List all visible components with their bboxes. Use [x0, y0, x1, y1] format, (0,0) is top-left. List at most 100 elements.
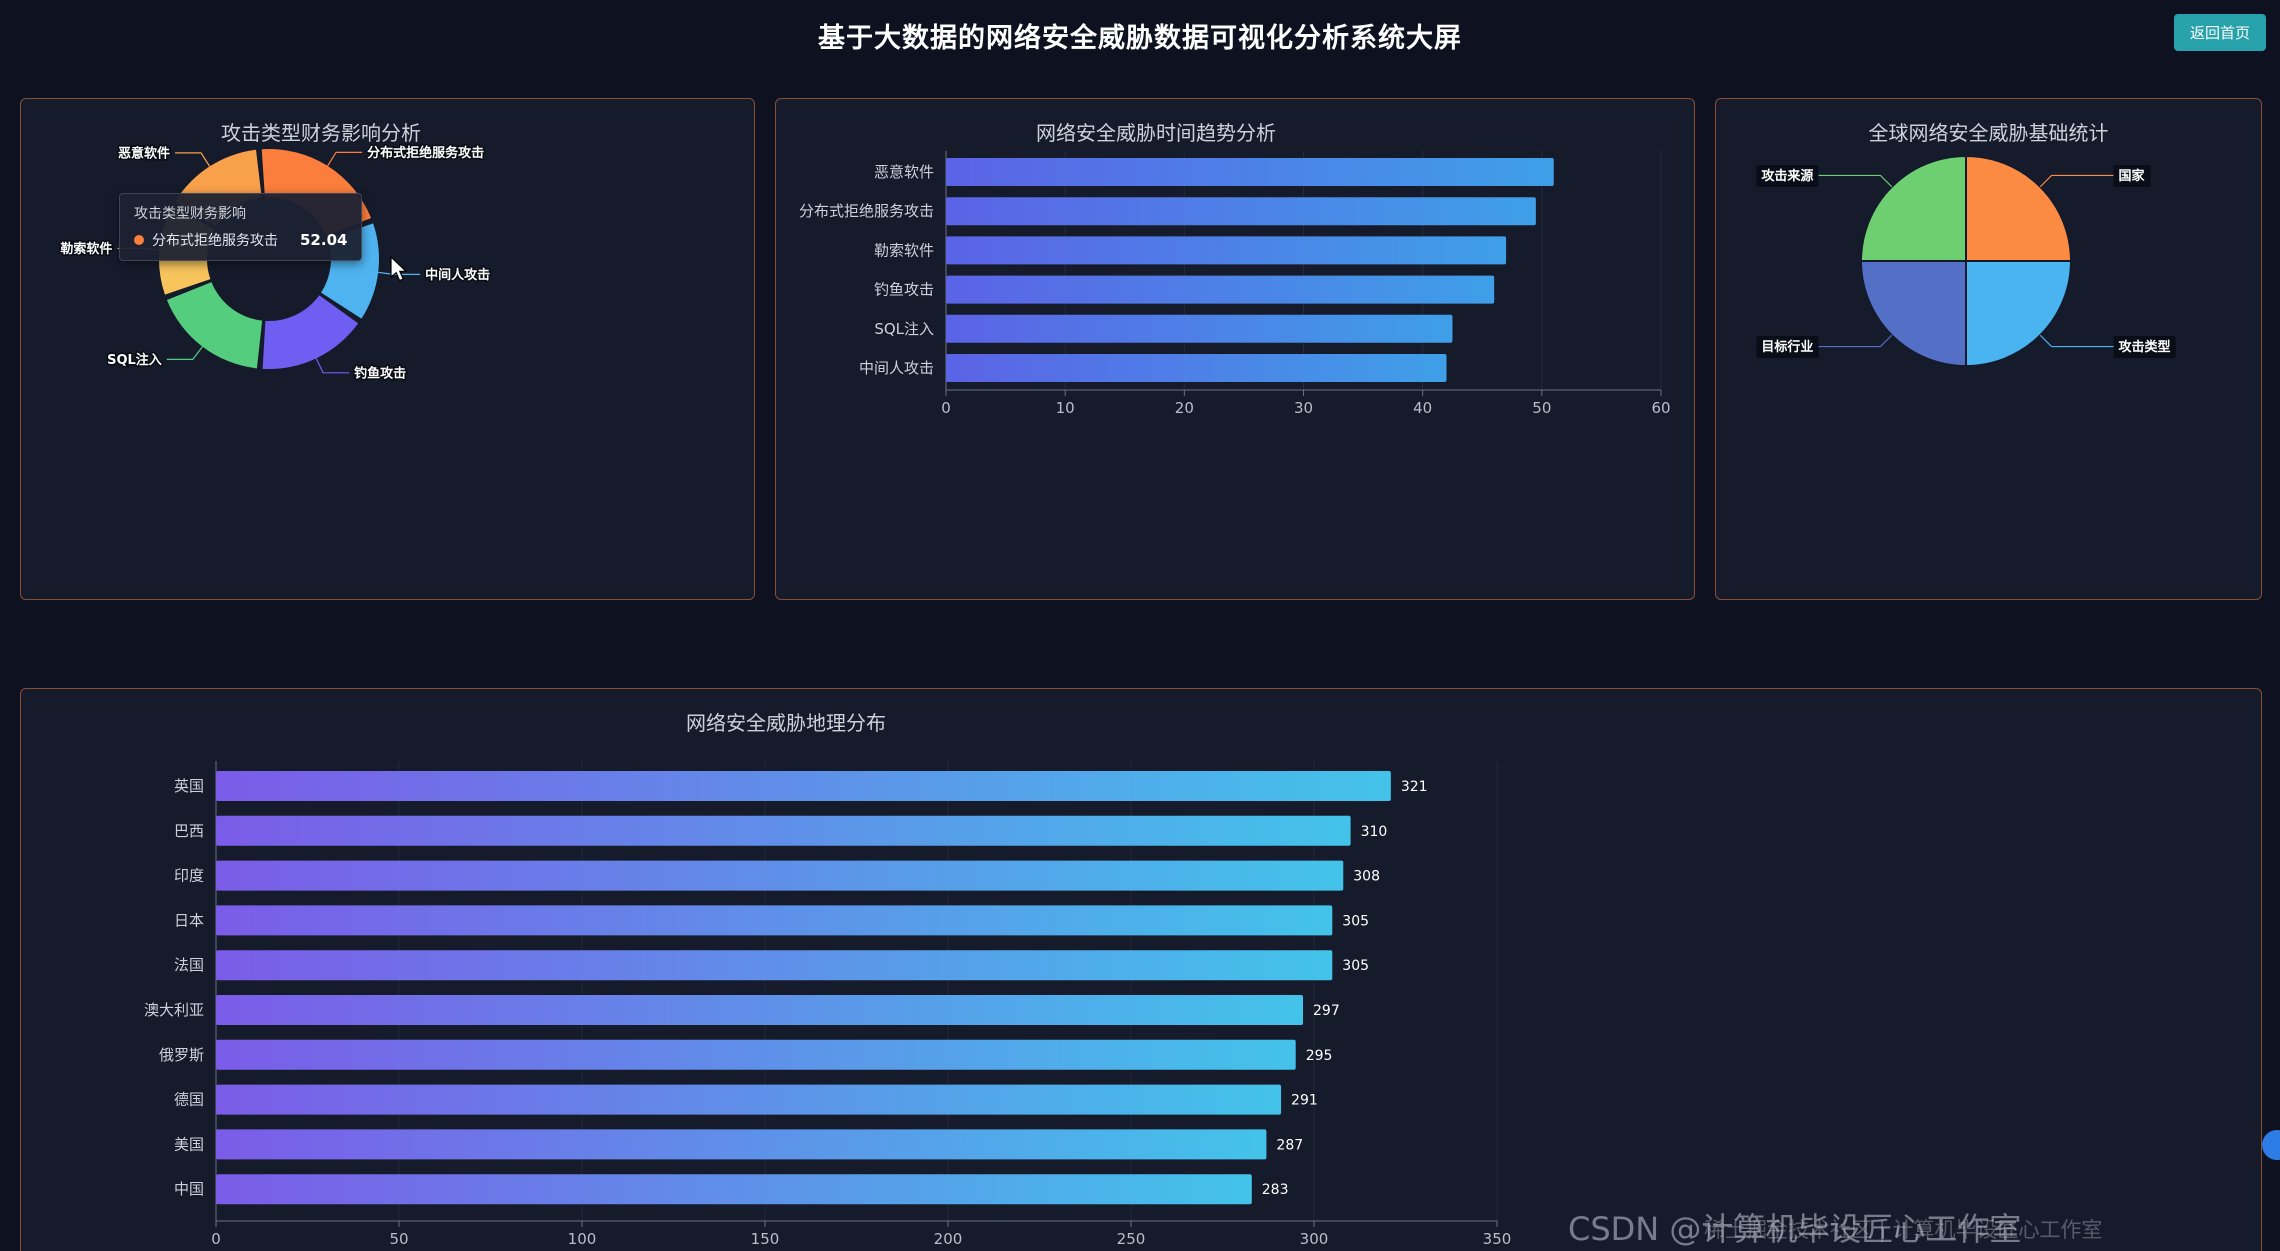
category-label: 法国	[174, 956, 204, 974]
axis-tick-label: 250	[1117, 1230, 1146, 1248]
slice-攻击来源[interactable]	[1859, 154, 1967, 262]
label-connector	[166, 346, 203, 360]
panel-global-basic-stats: 全球网络安全威胁基础统计 国家攻击类型 目标行业 攻击来源	[1715, 98, 2262, 600]
pie-label: 钓鱼攻击	[354, 365, 406, 381]
bar-俄罗斯[interactable]	[216, 1039, 1296, 1070]
bar-value-label: 305	[1342, 958, 1369, 974]
bar-中间人攻击[interactable]	[946, 354, 1447, 382]
back-home-button[interactable]: 返回首页	[2173, 14, 2266, 51]
category-label: 美国	[174, 1135, 204, 1153]
axis-tick-label: 200	[934, 1230, 963, 1248]
bar-value-label: 305	[1342, 913, 1369, 929]
pie-label: 中间人攻击	[425, 267, 490, 283]
bar-分布式拒绝服务攻击[interactable]	[946, 197, 1536, 226]
bar-英国[interactable]	[216, 771, 1391, 801]
panel-title-geo: 网络安全威胁地理分布	[686, 711, 886, 735]
category-label: 中间人攻击	[859, 359, 934, 377]
page-title: 基于大数据的网络安全威胁数据可视化分析系统大屏	[818, 23, 1462, 54]
bar-value-label: 287	[1276, 1137, 1303, 1153]
bar-value-label: 321	[1401, 779, 1428, 795]
bar-中国[interactable]	[216, 1174, 1252, 1205]
slice-攻击类型[interactable]	[1965, 260, 2073, 368]
pie-label: 国家	[2119, 168, 2146, 184]
bar-澳大利亚[interactable]	[216, 995, 1304, 1025]
axis-tick-label: 150	[751, 1230, 780, 1248]
bar-value-label: 308	[1353, 869, 1380, 885]
tooltip-series-name: 分布式拒绝服务攻击	[152, 233, 278, 249]
category-label: 英国	[174, 777, 204, 795]
axis-tick-label: 50	[389, 1230, 408, 1248]
panel-title-global: 全球网络安全威胁基础统计	[1868, 121, 2109, 145]
bar-钓鱼攻击[interactable]	[946, 275, 1495, 304]
category-label: 勒索软件	[874, 241, 934, 259]
pie-label: 攻击类型	[2119, 339, 2171, 355]
label-connector	[2039, 334, 2114, 348]
label-connector	[315, 358, 350, 374]
pie-label: 分布式拒绝服务攻击	[367, 145, 484, 161]
category-label: 澳大利亚	[144, 1001, 204, 1019]
axis-tick-label: 100	[568, 1230, 597, 1248]
slice-SQL注入[interactable]	[166, 282, 263, 369]
bar-value-label: 291	[1291, 1093, 1318, 1109]
axis-tick-label: 60	[1651, 399, 1670, 417]
pie-label: SQL注入	[107, 352, 162, 368]
geo-bar-chart[interactable]: 0 50 100 150 200 250 300 350 英国 321 巴西 310 印度 308 日本 30…	[21, 689, 2261, 1251]
category-label: 钓鱼攻击	[874, 281, 934, 299]
panel-attack-financial-impact: 攻击类型财务影响分析 恶意软件 分布式拒绝服务攻击 中间人攻击 钓鱼攻击 SQL注入 勒索…	[20, 98, 755, 600]
category-label: 巴西	[174, 822, 204, 840]
category-label: 印度	[174, 867, 204, 885]
category-label: SQL注入	[874, 320, 934, 338]
bar-value-label: 310	[1361, 824, 1388, 840]
axis-tick-label: 40	[1413, 399, 1432, 417]
label-connector	[1818, 334, 1893, 348]
slice-目标行业[interactable]	[1859, 260, 1967, 368]
axis-tick-label: 0	[211, 1230, 221, 1248]
label-connector	[378, 271, 421, 275]
tooltip-row: 分布式拒绝服务攻击 52.04	[134, 230, 347, 250]
pie-label-chip	[2113, 164, 2151, 187]
tooltip-title: 攻击类型财务影响	[134, 206, 246, 222]
pie-label: 攻击来源	[1761, 168, 1813, 184]
category-label: 中国	[174, 1180, 204, 1198]
bar-德国[interactable]	[216, 1084, 1282, 1115]
bar-SQL注入[interactable]	[946, 314, 1453, 343]
slice-钓鱼攻击[interactable]	[262, 295, 359, 369]
bar-美国[interactable]	[216, 1129, 1267, 1160]
pie-label: 勒索软件	[60, 241, 112, 257]
bar-恶意软件[interactable]	[946, 158, 1554, 186]
bar-印度[interactable]	[216, 860, 1344, 891]
chart-tooltip: 攻击类型财务影响 分布式拒绝服务攻击 52.04	[119, 193, 363, 261]
bar-勒索软件[interactable]	[946, 236, 1507, 265]
label-connector	[327, 151, 363, 167]
axis-tick-label: 0	[941, 399, 951, 417]
bar-日本[interactable]	[216, 905, 1333, 936]
bar-法国[interactable]	[216, 950, 1333, 981]
label-connector	[1818, 174, 1893, 188]
panel-threat-time-trend: 网络安全威胁时间趋势分析 0 10 20 30 40 50 60 恶意软件 分布式拒绝服务攻击勒…	[775, 98, 1695, 600]
series-marker-icon	[134, 235, 144, 245]
category-label: 俄罗斯	[159, 1046, 204, 1064]
panel-title-trend: 网络安全威胁时间趋势分析	[1036, 121, 1276, 145]
pie-label-chip	[2113, 336, 2176, 359]
bar-value-label: 283	[1262, 1182, 1289, 1198]
label-connector	[175, 152, 211, 167]
category-label: 分布式拒绝服务攻击	[799, 202, 934, 220]
axis-tick-label: 20	[1175, 399, 1194, 417]
bar-巴西[interactable]	[216, 815, 1351, 846]
slice-国家[interactable]	[1965, 154, 2073, 262]
panel-geo-distribution: 网络安全威胁地理分布 0 50 100 150 200 250 300 350 英国 321 巴西 3…	[20, 688, 2262, 1251]
axis-tick-label: 300	[1300, 1230, 1329, 1248]
axis-tick-label: 10	[1056, 399, 1075, 417]
panel-title-financial: 攻击类型财务影响分析	[221, 121, 421, 145]
pie-label: 目标行业	[1761, 339, 1813, 355]
category-label: 恶意软件	[874, 163, 934, 181]
bar-value-label: 297	[1313, 1003, 1340, 1019]
pie-label: 恶意软件	[118, 145, 170, 161]
axis-tick-label: 350	[1483, 1230, 1512, 1248]
pie-label-chip	[1756, 336, 1819, 359]
pie-label-chip	[1756, 164, 1819, 187]
